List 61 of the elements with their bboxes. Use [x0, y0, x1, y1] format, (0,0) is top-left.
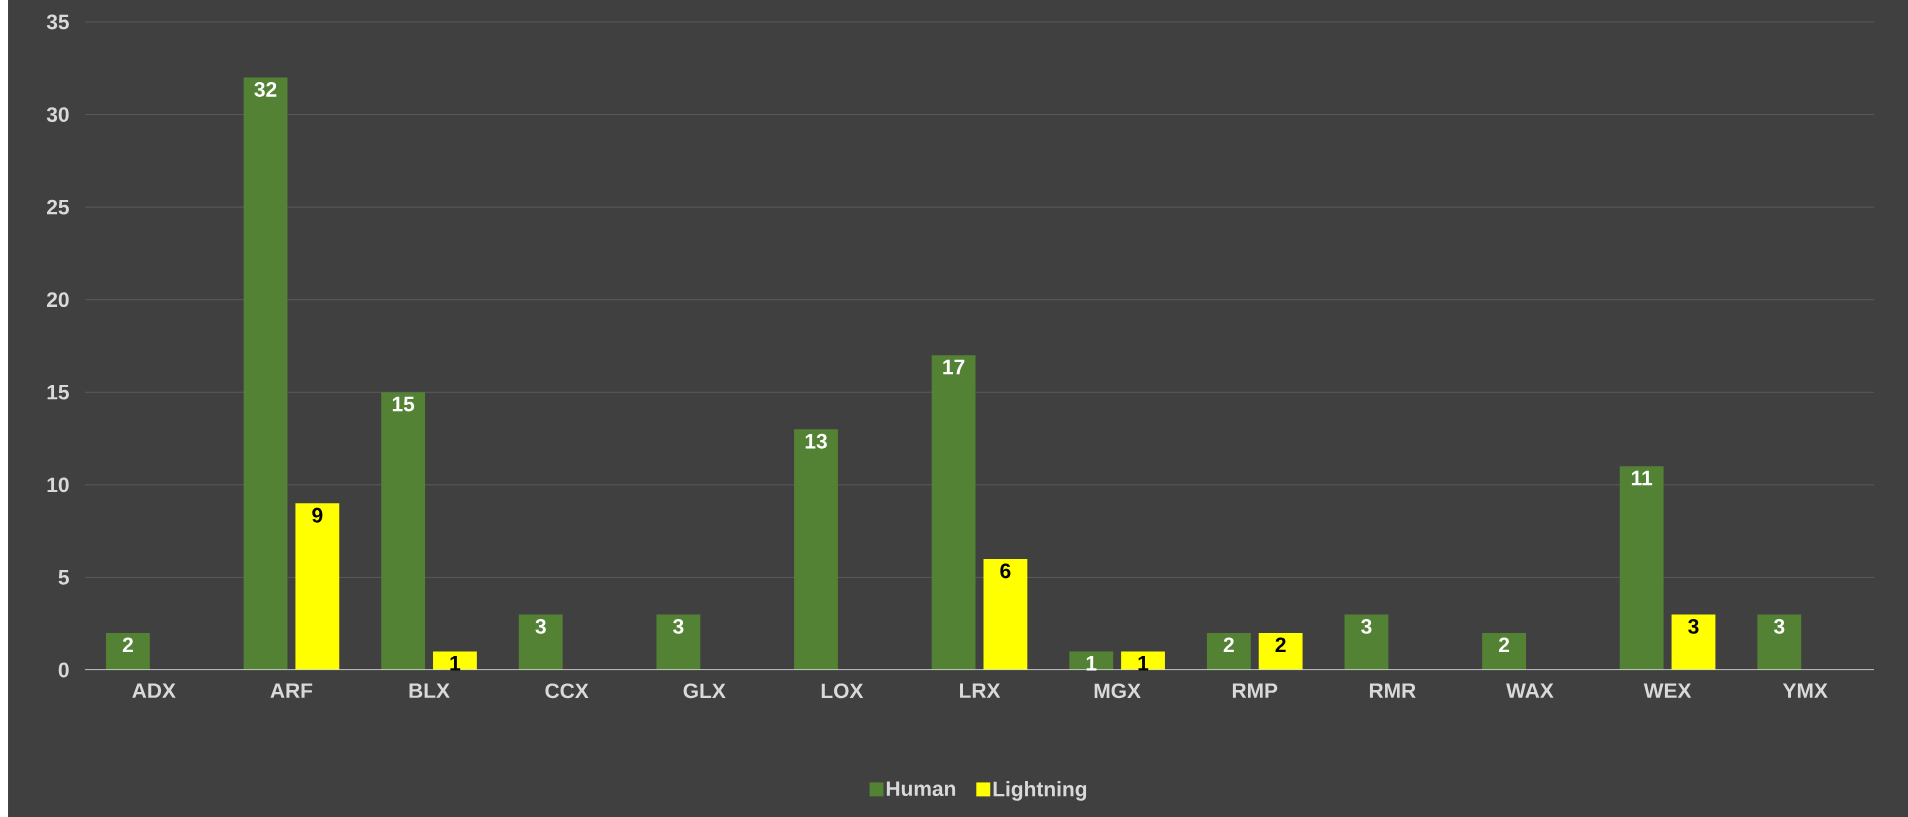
x-tick-label: LRX	[960, 683, 1001, 698]
bar	[518, 614, 563, 670]
data-label: 15	[392, 396, 415, 412]
data-label: 2	[1275, 637, 1286, 653]
data-label: 3	[1773, 618, 1785, 634]
x-tick-label: RMP	[1232, 683, 1278, 698]
y-tick-label: 0	[58, 662, 69, 678]
data-label: 17	[943, 359, 965, 375]
bar	[295, 503, 340, 670]
x-tick-label: LOX	[821, 683, 864, 699]
data-label: 1	[450, 655, 461, 671]
y-tick-label: 20	[46, 292, 69, 308]
bar	[106, 632, 150, 670]
x-tick-label: ARF	[270, 683, 313, 698]
bar	[433, 651, 477, 670]
bar	[1757, 614, 1802, 670]
y-tick-label: 5	[58, 570, 69, 585]
bar	[1671, 614, 1716, 670]
data-label: 3	[1361, 618, 1372, 634]
bar	[656, 614, 701, 670]
bar	[931, 355, 976, 670]
data-label: 32	[254, 82, 277, 97]
x-tick-label: MGX	[1094, 683, 1141, 699]
x-tick-label: RMR	[1369, 683, 1416, 698]
data-label: 11	[1631, 470, 1653, 486]
x-tick-label: WAX	[1506, 683, 1554, 698]
bar	[1482, 632, 1526, 670]
legend-label: Lightning	[993, 781, 1087, 801]
data-label: 2	[1223, 637, 1234, 653]
data-label: 2	[1498, 637, 1510, 653]
data-label: 13	[805, 433, 827, 449]
bar	[794, 429, 838, 670]
legend-label: Human	[886, 781, 956, 797]
bar	[1344, 614, 1389, 670]
bar	[243, 77, 288, 670]
x-tick-label: BLX	[409, 683, 450, 698]
y-tick-label: 10	[47, 477, 69, 493]
x-tick-label: WEX	[1643, 683, 1692, 698]
bar	[1206, 632, 1251, 670]
data-label: 3	[1688, 618, 1699, 634]
bar	[1121, 651, 1165, 670]
data-label: 1	[1138, 655, 1149, 671]
data-label: 3	[673, 618, 684, 634]
data-label: 2	[122, 637, 133, 653]
bar	[1069, 651, 1114, 670]
x-tick-label: GLX	[683, 683, 726, 699]
bar	[381, 392, 426, 670]
bar	[983, 558, 1028, 670]
data-label: 6	[1000, 563, 1011, 579]
x-tick-label: CCX	[545, 683, 589, 699]
bar	[1258, 632, 1303, 670]
bar	[1619, 466, 1664, 670]
y-tick-label: 15	[47, 384, 69, 400]
y-tick-label: 25	[46, 199, 69, 215]
y-tick-label: 35	[46, 14, 69, 30]
y-tick-label: 30	[46, 107, 69, 122]
data-label: 1	[1086, 655, 1097, 671]
x-tick-label: ADX	[132, 683, 176, 698]
data-label: 9	[312, 507, 323, 523]
data-label: 3	[535, 618, 546, 634]
x-tick-label: YMX	[1782, 683, 1828, 698]
